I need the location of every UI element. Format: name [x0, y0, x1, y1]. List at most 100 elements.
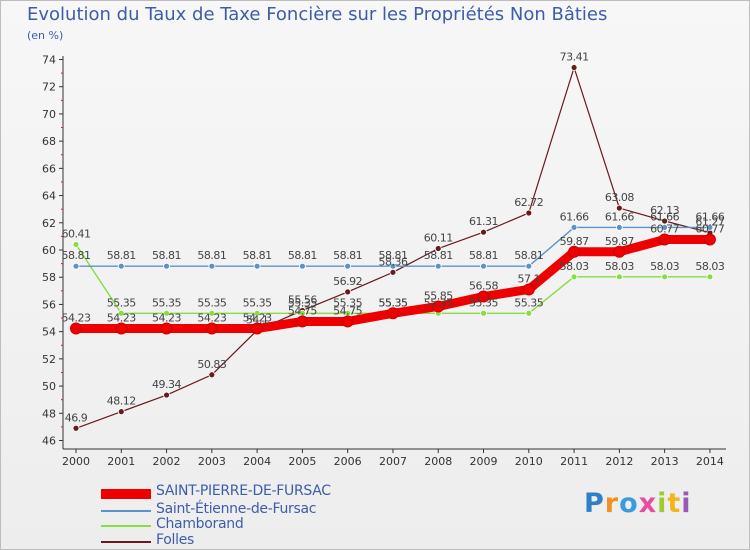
data-point [525, 209, 533, 217]
y-tick-label: 48 [42, 407, 56, 420]
data-point [251, 322, 264, 335]
data-label: 55.35 [243, 296, 272, 309]
data-point [163, 262, 170, 270]
x-tick-label: 2012 [605, 455, 633, 468]
y-tick-label: 72 [42, 81, 56, 94]
y-tick-label: 58 [42, 271, 56, 284]
data-point [658, 233, 671, 246]
brand-letter: t [667, 488, 682, 519]
x-tick-label: 2010 [515, 455, 543, 468]
data-label: 58.81 [152, 249, 181, 262]
data-point [613, 245, 626, 258]
data-label: 61.66 [650, 210, 679, 223]
data-label: 60.11 [424, 232, 453, 245]
data-point [344, 288, 352, 296]
data-point [389, 262, 397, 270]
data-label: 55.35 [333, 296, 362, 309]
x-tick-label: 2005 [288, 455, 316, 468]
data-label: 58.03 [605, 260, 634, 273]
data-point [480, 309, 487, 317]
y-tick-label: 46 [42, 435, 56, 448]
data-label: 54.75 [333, 304, 362, 317]
data-label: 73.41 [560, 51, 589, 64]
data-point [253, 262, 261, 270]
data-label: 58.03 [560, 260, 589, 273]
y-tick-label: 50 [42, 380, 56, 393]
data-label: 60.77 [650, 223, 679, 236]
data-point [661, 273, 669, 281]
x-tick-label: 2014 [696, 455, 724, 468]
data-label: 54.23 [152, 312, 181, 325]
x-tick-label: 2000 [62, 455, 90, 468]
y-tick-label: 62 [42, 217, 56, 230]
data-label: 55.35 [288, 296, 317, 309]
data-point [389, 268, 397, 276]
data-point [117, 408, 125, 416]
y-tick-label: 66 [42, 162, 56, 175]
data-label: 54.23 [107, 312, 136, 325]
legend-label-chamborand: Chamborand [156, 516, 244, 532]
y-tick-label: 70 [42, 108, 56, 121]
data-label: 55.35 [424, 296, 453, 309]
data-point [570, 64, 578, 71]
data-point [341, 315, 354, 328]
data-label: 58.81 [243, 249, 272, 262]
data-label: 48.12 [107, 395, 136, 408]
legend-label-saint-pierre: SAINT-PIERRE-DE-FURSAC [156, 483, 331, 499]
data-point [117, 309, 125, 317]
y-tick-label: 54 [42, 326, 56, 339]
data-label: 55.35 [378, 296, 407, 309]
data-point [205, 322, 218, 335]
brand-letter: o [619, 488, 639, 519]
data-label: 55.35 [107, 296, 136, 309]
data-label: 61.66 [560, 210, 589, 223]
proxiti-logo: Proxiti [584, 488, 692, 519]
data-label: 55.35 [469, 296, 498, 309]
y-tick-label: 68 [42, 135, 56, 148]
data-label: 55.85 [424, 289, 453, 302]
data-point [525, 309, 533, 317]
data-label: 55.35 [514, 296, 543, 309]
x-tick-label: 2011 [560, 455, 588, 468]
data-point [386, 307, 399, 320]
data-point [706, 224, 714, 231]
data-label: 54.23 [197, 312, 226, 325]
data-label: 61.66 [605, 210, 634, 223]
data-point [163, 309, 170, 317]
brand-letter: P [584, 488, 605, 519]
data-label: 58.36 [378, 255, 407, 268]
data-point [480, 228, 487, 236]
data-label: 56.58 [469, 280, 498, 293]
x-tick-label: 2007 [379, 455, 407, 468]
x-tick-label: 2006 [334, 455, 362, 468]
data-label: 60.41 [62, 227, 91, 240]
data-label: 58.81 [333, 249, 362, 262]
data-point [525, 262, 533, 270]
legend-label-saint-etienne: Saint-Étienne-de-Fursac [156, 501, 317, 517]
data-point [706, 273, 714, 281]
data-point [117, 262, 125, 270]
data-label: 58.81 [378, 249, 407, 262]
data-point [298, 262, 306, 270]
data-label: 58.81 [424, 249, 453, 262]
data-point [477, 290, 490, 303]
unit-label: (en %) [27, 29, 64, 42]
y-tick-label: 52 [42, 353, 56, 366]
data-label: 55.35 [152, 296, 181, 309]
data-point [296, 315, 309, 328]
x-tick-label: 2004 [243, 455, 271, 468]
data-label: 55.35 [378, 296, 407, 309]
data-label: 58.81 [288, 249, 317, 262]
data-point [615, 204, 623, 212]
y-tick-label: 60 [42, 244, 56, 257]
data-label: 56.92 [333, 275, 362, 288]
data-point [434, 262, 442, 270]
data-label: 57.1 [518, 272, 541, 285]
data-label: 58.03 [695, 260, 724, 273]
data-label: 58.81 [107, 249, 136, 262]
data-point [661, 224, 669, 231]
data-point [72, 241, 80, 248]
data-point [72, 262, 80, 270]
data-label: 62.13 [650, 204, 679, 217]
data-point [432, 300, 445, 313]
